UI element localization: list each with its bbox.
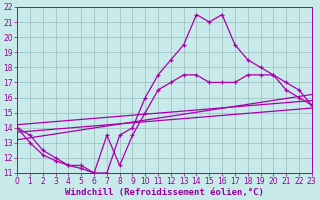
- X-axis label: Windchill (Refroidissement éolien,°C): Windchill (Refroidissement éolien,°C): [65, 188, 264, 197]
